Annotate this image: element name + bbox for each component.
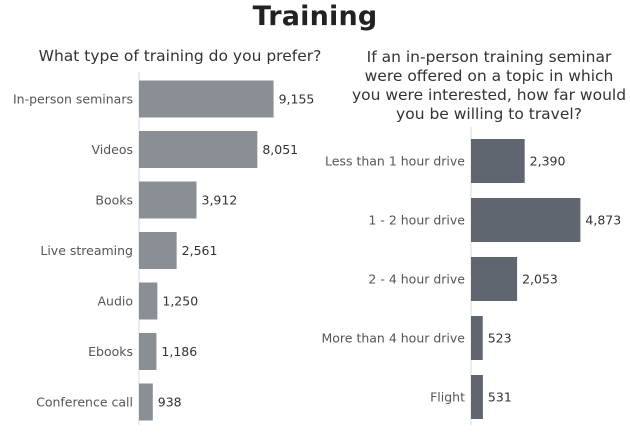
category-label-books: Books bbox=[95, 193, 133, 208]
bar-less-than-1-hour-drive bbox=[471, 139, 525, 183]
category-label-2-4-hour-drive: 2 - 4 hour drive bbox=[368, 272, 465, 287]
value-label-flight: 531 bbox=[488, 390, 512, 405]
value-label-more-than-4-hour-drive: 523 bbox=[488, 331, 512, 346]
bar-1-2-hour-drive bbox=[471, 198, 581, 242]
bar-conference-call bbox=[139, 383, 153, 421]
category-label-in-person-seminars: In-person seminars bbox=[13, 92, 133, 107]
bar-more-than-4-hour-drive bbox=[471, 316, 483, 360]
category-label-flight: Flight bbox=[430, 390, 465, 405]
category-label-ebooks: Ebooks bbox=[88, 344, 133, 359]
value-label-less-than-1-hour-drive: 2,390 bbox=[530, 154, 566, 169]
value-label-conference-call: 938 bbox=[158, 395, 182, 410]
category-label-more-than-4-hour-drive: More than 4 hour drive bbox=[321, 331, 465, 346]
right-chart-title: If an in-person training seminar were of… bbox=[351, 48, 627, 123]
bar-live-streaming bbox=[139, 232, 177, 269]
value-label-books: 3,912 bbox=[202, 193, 238, 208]
category-label-live-streaming: Live streaming bbox=[40, 243, 133, 258]
left-chart-title: What type of training do you prefer? bbox=[38, 47, 322, 65]
category-label-less-than-1-hour-drive: Less than 1 hour drive bbox=[325, 154, 465, 169]
value-label-live-streaming: 2,561 bbox=[182, 243, 218, 258]
value-label-audio: 1,250 bbox=[162, 294, 198, 309]
value-label-videos: 8,051 bbox=[262, 142, 298, 157]
bar-books bbox=[139, 181, 197, 219]
bar-audio bbox=[139, 282, 158, 320]
value-label-2-4-hour-drive: 2,053 bbox=[522, 272, 558, 287]
bar-flight bbox=[471, 375, 483, 419]
category-label-conference-call: Conference call bbox=[36, 395, 133, 410]
right-bar-chart: Less than 1 hour drive 2,390 1 - 2 hour dr… bbox=[321, 127, 621, 425]
left-bar-chart: In-person seminars 9,155 Videos 8,051 Books 3… bbox=[13, 72, 314, 425]
bar-ebooks bbox=[139, 333, 157, 370]
bar-in-person-seminars bbox=[139, 80, 274, 118]
value-label-1-2-hour-drive: 4,873 bbox=[585, 213, 621, 228]
category-label-videos: Videos bbox=[91, 142, 133, 157]
value-label-ebooks: 1,186 bbox=[161, 344, 197, 359]
value-label-in-person-seminars: 9,155 bbox=[279, 92, 315, 107]
bar-2-4-hour-drive bbox=[471, 257, 518, 301]
dashboard-title: Training bbox=[252, 1, 378, 32]
category-label-1-2-hour-drive: 1 - 2 hour drive bbox=[368, 213, 465, 228]
bar-videos bbox=[139, 131, 258, 168]
category-label-audio: Audio bbox=[97, 294, 133, 309]
